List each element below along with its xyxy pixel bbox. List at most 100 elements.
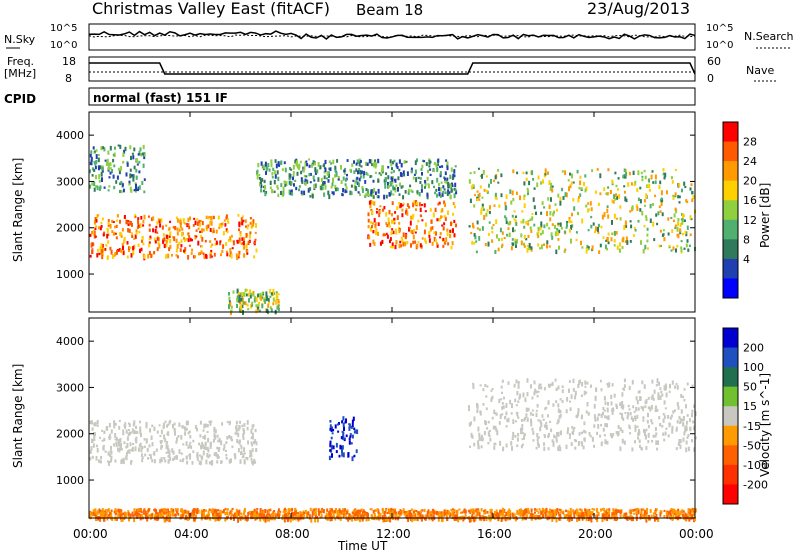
colorbar-swatch: [723, 328, 738, 349]
echo-cell: [616, 195, 619, 200]
echo-cell: [689, 215, 692, 220]
echo-cell: [547, 435, 550, 438]
echo-cell: [480, 437, 483, 442]
echo-cell: [634, 415, 636, 420]
echo-cell: [330, 162, 333, 165]
echo-cell: [406, 514, 408, 520]
echo-cell: [261, 303, 264, 309]
echo-cell: [236, 514, 238, 518]
echo-cell: [690, 183, 693, 187]
echo-cell: [122, 432, 125, 436]
echo-cell: [507, 222, 510, 226]
echo-cell: [125, 172, 128, 177]
echo-cell: [674, 207, 677, 211]
echo-cell: [411, 215, 414, 220]
echo-cell: [113, 510, 116, 514]
echo-cell: [276, 187, 279, 190]
echo-cell: [528, 180, 531, 186]
echo-cell: [348, 423, 351, 426]
echo-cell: [646, 233, 649, 237]
echo-cell: [527, 219, 530, 223]
echo-cell: [479, 185, 482, 189]
echo-cell: [588, 510, 591, 516]
echo-cell: [510, 245, 513, 251]
echo-cell: [116, 175, 119, 180]
echo-cell: [292, 164, 295, 170]
echo-cell: [686, 225, 689, 230]
echo-cell: [487, 232, 490, 236]
echo-cell: [440, 181, 443, 184]
echo-cell: [565, 226, 568, 229]
echo-cell: [489, 516, 492, 522]
echo-cell: [473, 233, 476, 237]
echo-cell: [201, 442, 204, 445]
echo-cell: [231, 438, 233, 442]
echo-cell: [114, 517, 117, 521]
echo-cell: [156, 231, 159, 234]
echo-cell: [398, 204, 401, 209]
echo-cell: [636, 414, 639, 419]
echo-cell: [306, 163, 309, 167]
echo-cell: [453, 169, 456, 174]
echo-cell: [679, 228, 682, 233]
colorbar-frame: [722, 121, 739, 299]
echo-cell: [523, 234, 526, 239]
echo-cell: [601, 513, 604, 518]
echo-cell: [469, 445, 471, 448]
echo-cell: [126, 255, 129, 259]
echo-cell: [314, 183, 317, 188]
echo-cell: [260, 161, 263, 166]
echo-cell: [594, 230, 596, 234]
echo-cell: [265, 171, 267, 175]
echo-cell: [637, 407, 640, 411]
echo-cell: [555, 387, 558, 391]
echo-cell: [154, 228, 157, 234]
echo-cell: [345, 418, 347, 423]
echo-cell: [551, 381, 554, 386]
echo-cell: [686, 436, 689, 439]
echo-cell: [119, 219, 121, 224]
echo-cell: [249, 231, 252, 235]
echo-cell: [219, 242, 222, 246]
echo-cell: [658, 416, 661, 420]
echo-cell: [484, 420, 487, 425]
echo-cell: [104, 159, 107, 162]
echo-cell: [209, 444, 212, 449]
echo-cell: [426, 192, 429, 197]
echo-cell: [122, 152, 125, 157]
echo-cell: [412, 511, 415, 514]
echo-cell: [146, 517, 149, 522]
range-tick-label: 4000: [56, 335, 84, 348]
echo-cell: [117, 447, 119, 452]
range-tick-label: 2000: [56, 222, 84, 235]
echo-cell: [277, 307, 280, 312]
cpid-mode-label: normal (fast) 151 IF: [93, 91, 228, 105]
echo-cell: [667, 232, 670, 236]
echo-cell: [215, 514, 218, 517]
echo-cell: [135, 183, 137, 189]
echo-cell: [624, 515, 627, 519]
echo-cell: [410, 517, 412, 521]
echo-cell: [115, 509, 118, 515]
echo-cell: [353, 170, 356, 174]
echo-cell: [207, 437, 210, 443]
echo-cell: [96, 511, 99, 516]
echo-cell: [260, 294, 263, 297]
echo-cell: [624, 168, 627, 174]
echo-cell: [332, 159, 335, 165]
echo-cell: [446, 228, 449, 232]
echo-cell: [671, 229, 674, 233]
echo-cell: [447, 181, 450, 187]
echo-cell: [355, 429, 358, 434]
echo-cell: [138, 160, 141, 164]
echo-cell: [619, 427, 622, 432]
echo-cell: [593, 403, 596, 409]
echo-cell: [513, 218, 516, 221]
echo-cell: [91, 248, 94, 252]
echo-cell: [434, 191, 437, 195]
echo-cell: [241, 291, 244, 297]
echo-cell: [250, 515, 253, 519]
echo-cell: [119, 445, 122, 451]
echo-cell: [578, 508, 581, 511]
echo-cell: [679, 444, 682, 449]
